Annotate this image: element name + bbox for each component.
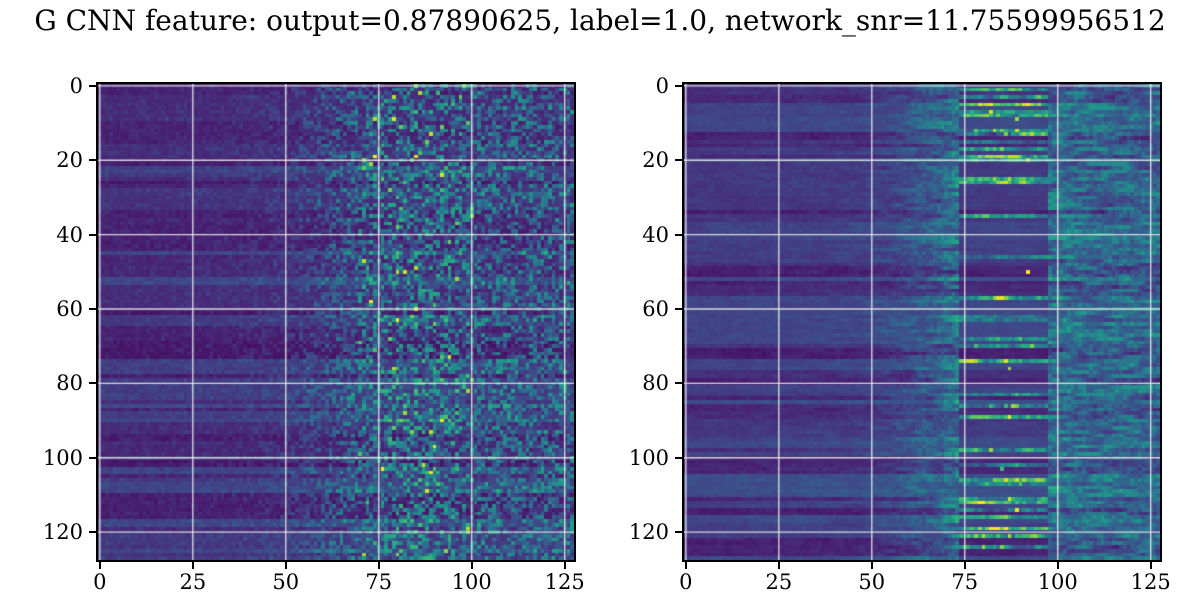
x-tick bbox=[777, 562, 780, 569]
x-tick-label: 75 bbox=[365, 570, 393, 594]
x-tick-label: 100 bbox=[1037, 570, 1078, 594]
y-tick-label: 60 bbox=[56, 296, 83, 321]
x-tick bbox=[98, 562, 101, 569]
x-tick bbox=[563, 562, 566, 569]
x-tick-label: 75 bbox=[951, 570, 979, 594]
y-tick-label: 120 bbox=[42, 520, 83, 545]
x-tick-label: 0 bbox=[93, 570, 107, 594]
y-tick-label: 100 bbox=[42, 445, 83, 470]
y-tick bbox=[675, 159, 682, 162]
x-tick bbox=[1149, 562, 1152, 569]
x-tick bbox=[1056, 562, 1059, 569]
heatmap-panel-right bbox=[682, 82, 1162, 562]
y-tick-label: 0 bbox=[69, 73, 83, 98]
heatmap-panel-left bbox=[96, 82, 576, 562]
x-tick bbox=[870, 562, 873, 569]
y-tick bbox=[675, 382, 682, 385]
x-tick bbox=[963, 562, 966, 569]
y-tick-label: 40 bbox=[56, 222, 83, 247]
x-tick-label: 0 bbox=[679, 570, 693, 594]
x-tick-label: 125 bbox=[544, 570, 585, 594]
x-tick-label: 25 bbox=[765, 570, 793, 594]
x-tick bbox=[377, 562, 380, 569]
y-tick bbox=[675, 307, 682, 310]
y-tick bbox=[675, 84, 682, 87]
x-tick-label: 25 bbox=[179, 570, 207, 594]
y-tick bbox=[89, 456, 96, 459]
y-tick-label: 60 bbox=[642, 296, 669, 321]
y-tick-label: 80 bbox=[56, 371, 83, 396]
figure-title: G CNN feature: output=0.87890625, label=… bbox=[34, 4, 1166, 37]
y-tick-label: 80 bbox=[642, 371, 669, 396]
x-tick-label: 100 bbox=[451, 570, 492, 594]
x-tick bbox=[470, 562, 473, 569]
y-tick bbox=[89, 531, 96, 534]
y-tick-label: 120 bbox=[628, 520, 669, 545]
x-tick bbox=[191, 562, 194, 569]
y-tick bbox=[675, 233, 682, 236]
y-tick-label: 20 bbox=[642, 148, 669, 173]
heatmap-canvas-right bbox=[684, 84, 1160, 560]
y-tick bbox=[89, 233, 96, 236]
y-tick bbox=[675, 456, 682, 459]
y-tick bbox=[89, 382, 96, 385]
y-tick bbox=[89, 159, 96, 162]
y-tick bbox=[89, 84, 96, 87]
x-tick bbox=[284, 562, 287, 569]
y-tick-label: 20 bbox=[56, 148, 83, 173]
x-tick bbox=[684, 562, 687, 569]
y-tick bbox=[89, 307, 96, 310]
y-tick bbox=[675, 531, 682, 534]
y-tick-label: 100 bbox=[628, 445, 669, 470]
x-tick-label: 125 bbox=[1130, 570, 1171, 594]
heatmap-canvas-left bbox=[98, 84, 574, 560]
y-tick-label: 0 bbox=[655, 73, 669, 98]
x-tick-label: 50 bbox=[272, 570, 300, 594]
x-tick-label: 50 bbox=[858, 570, 886, 594]
y-tick-label: 40 bbox=[642, 222, 669, 247]
